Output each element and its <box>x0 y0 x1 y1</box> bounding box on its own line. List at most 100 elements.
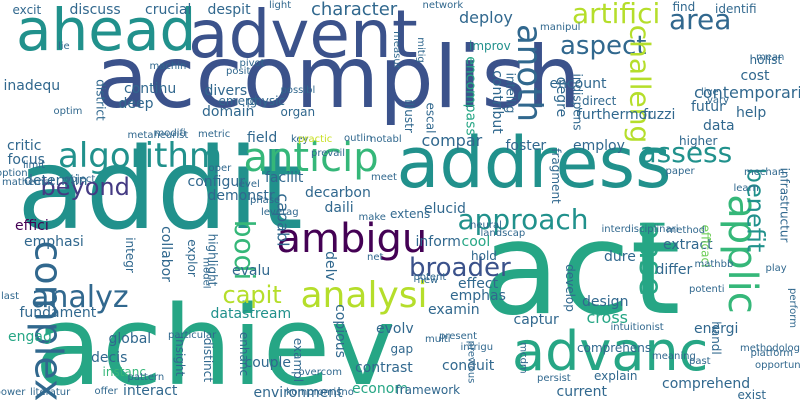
cloud-word: accomplish <box>95 28 581 128</box>
cloud-word: domain <box>202 104 255 120</box>
cloud-word: insight <box>173 335 188 377</box>
cloud-word: inadequ <box>3 78 61 94</box>
cloud-word: daili <box>324 200 354 216</box>
cloud-word: persist <box>537 373 571 384</box>
cloud-word: notabl <box>370 134 402 145</box>
cloud-word: determin <box>24 173 88 189</box>
cloud-word: excit <box>12 3 42 17</box>
cloud-word: methodolog <box>740 343 800 354</box>
cloud-word: futur <box>691 99 725 115</box>
cloud-word: approach <box>457 203 589 236</box>
cloud-word: captur <box>513 312 559 328</box>
cloud-word: despit <box>207 2 251 18</box>
cloud-word: measur <box>390 31 402 69</box>
cloud-word: potent <box>413 272 447 283</box>
cloud-word: option <box>0 168 28 179</box>
cloud-word: develop <box>562 264 577 312</box>
cloud-word: learn <box>733 183 759 194</box>
cloud-word: cross <box>586 308 628 327</box>
cloud-word: optim <box>53 106 83 117</box>
cloud-word: model <box>200 257 212 289</box>
cloud-word: ahead <box>16 0 197 64</box>
cloud-word: new <box>417 275 439 286</box>
cloud-word: potenti <box>689 284 725 295</box>
cloud-word: perform <box>786 288 798 328</box>
cloud-word: integr <box>122 237 137 273</box>
cloud-word: discuss <box>69 2 121 18</box>
cloud-word: fuzzi <box>643 107 676 123</box>
cloud-word: vary <box>707 95 730 106</box>
cloud-word: emerg <box>218 94 258 108</box>
cloud-word: configur <box>187 174 245 190</box>
cloud-word: extens <box>390 207 431 221</box>
cloud-word: contribut <box>488 70 505 134</box>
cloud-word: contrast <box>355 360 413 376</box>
cloud-word: method <box>666 225 706 236</box>
cloud-word: higher <box>679 134 718 148</box>
cloud-word: physic <box>246 94 286 108</box>
cloud-word: manipul <box>540 22 581 33</box>
cloud-word: contemporari <box>694 83 800 102</box>
cloud-word: current <box>556 384 608 400</box>
cloud-word: paper <box>665 166 695 177</box>
cloud-word: handl <box>708 321 723 355</box>
cloud-word: ambigu <box>276 216 428 262</box>
cloud-word: effici <box>15 218 49 234</box>
cloud-word: collabor <box>157 226 174 282</box>
cloud-word: mean <box>756 52 785 63</box>
cloud-word: level <box>236 179 260 190</box>
cloud-word: beyond <box>40 173 130 201</box>
cloud-word: possibl <box>280 85 316 96</box>
cloud-word: present <box>439 331 478 342</box>
cloud-word: inform <box>415 234 461 250</box>
cloud-word: design <box>582 294 629 310</box>
cloud-word: delv <box>321 251 338 281</box>
cloud-word: direct <box>582 94 617 108</box>
cloud-word: algorithm <box>58 136 223 176</box>
cloud-word: explor <box>184 239 199 277</box>
cloud-word: achiev <box>34 282 396 400</box>
cloud-word: challeng <box>622 24 656 144</box>
cloud-word: improv <box>469 39 511 53</box>
cloud-word: aspect <box>560 31 647 61</box>
cloud-word: escal <box>422 102 437 134</box>
cloud-word: deploy <box>459 8 513 27</box>
cloud-word: copious <box>331 304 348 358</box>
cloud-word: light <box>269 0 292 11</box>
cloud-word: limit <box>23 160 45 171</box>
cloud-word: examin <box>428 302 480 318</box>
cloud-word: net <box>367 252 384 263</box>
cloud-word: instanc <box>102 365 146 379</box>
cloud-word: kompromisno <box>286 387 354 398</box>
cloud-word: intrigu <box>460 342 494 353</box>
cloud-word: demonstr <box>207 188 275 204</box>
cloud-word: emphas <box>450 288 506 304</box>
cloud-word: fragment <box>548 148 563 204</box>
cloud-word: practic <box>298 134 333 145</box>
cloud-word: econom <box>352 381 408 397</box>
cloud-word: lie <box>58 41 70 52</box>
cloud-word: advent <box>188 0 418 73</box>
cloud-word: cost <box>740 68 770 84</box>
cloud-word: crucial <box>145 2 192 18</box>
cloud-word: datastream <box>210 306 292 322</box>
cloud-word: encount <box>549 76 607 92</box>
cloud-word: particular <box>168 330 217 341</box>
cloud-word: character <box>311 0 398 20</box>
cloud-word: intellig <box>502 72 517 114</box>
cloud-word: furthermor <box>577 107 654 123</box>
cloud-word: neural <box>470 220 502 231</box>
cloud-word: focus <box>7 152 45 168</box>
cloud-word: benefit <box>740 167 769 253</box>
cloud-word: phase <box>250 195 281 206</box>
cloud-word: evolv <box>376 321 414 337</box>
cloud-word: evalu <box>232 263 271 279</box>
cloud-word: make <box>358 212 386 223</box>
cloud-word: prevail <box>311 148 345 159</box>
cloud-word: live <box>701 87 719 98</box>
cloud-word: analysi <box>300 275 428 316</box>
cloud-word: mathbb <box>694 259 734 270</box>
cloud-word: environment <box>253 385 343 400</box>
cloud-word: mcdm <box>517 342 529 374</box>
cloud-word: mathemat <box>2 177 55 188</box>
